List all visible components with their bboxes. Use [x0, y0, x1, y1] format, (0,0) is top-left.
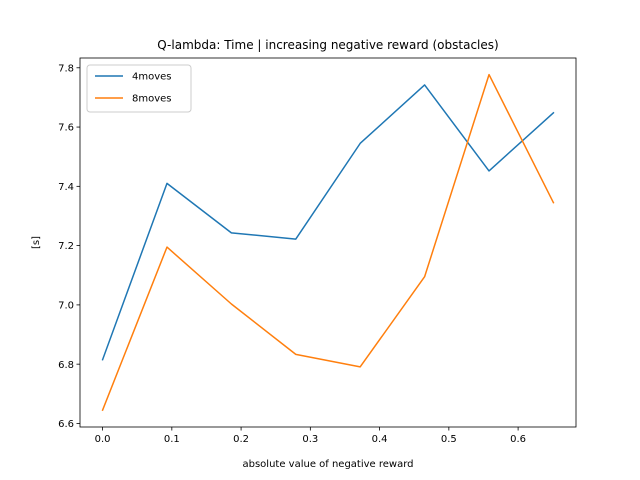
x-tick-label: 0.4 [372, 434, 388, 445]
x-axis: 0.0 0.1 0.2 0.3 0.4 0.5 0.6 [95, 427, 526, 445]
y-tick-label: 7.0 [58, 300, 74, 311]
x-tick-label: 0.5 [441, 434, 457, 445]
y-tick-label: 7.2 [58, 241, 74, 252]
axes-frame [79, 57, 577, 428]
legend-label-4moves: 4moves [132, 72, 172, 83]
series-line-8moves [101, 73, 555, 412]
x-tick-label: 0.6 [510, 434, 526, 445]
x-tick-label: 0.1 [164, 434, 180, 445]
y-axis: 6.6 6.8 7.0 7.2 7.4 7.6 7.8 [58, 63, 80, 430]
y-tick-label: 7.6 [58, 123, 74, 134]
y-axis-label: [s] [31, 236, 42, 249]
legend-label-8moves: 8moves [132, 94, 172, 105]
y-tick-label: 7.8 [58, 63, 74, 74]
y-tick-label: 6.6 [58, 419, 74, 430]
x-tick-label: 0.3 [302, 434, 318, 445]
x-tick-label: 0.0 [95, 434, 111, 445]
series-line-4moves [101, 84, 555, 361]
x-axis-label: absolute value of negative reward [242, 459, 413, 470]
chart-title: Q-lambda: Time | increasing negative rew… [157, 38, 498, 52]
y-tick-label: 6.8 [58, 360, 74, 371]
y-tick-label: 7.4 [58, 182, 74, 193]
plot-area [101, 73, 555, 412]
legend: 4moves 8moves [86, 64, 192, 113]
x-tick-label: 0.2 [233, 434, 249, 445]
